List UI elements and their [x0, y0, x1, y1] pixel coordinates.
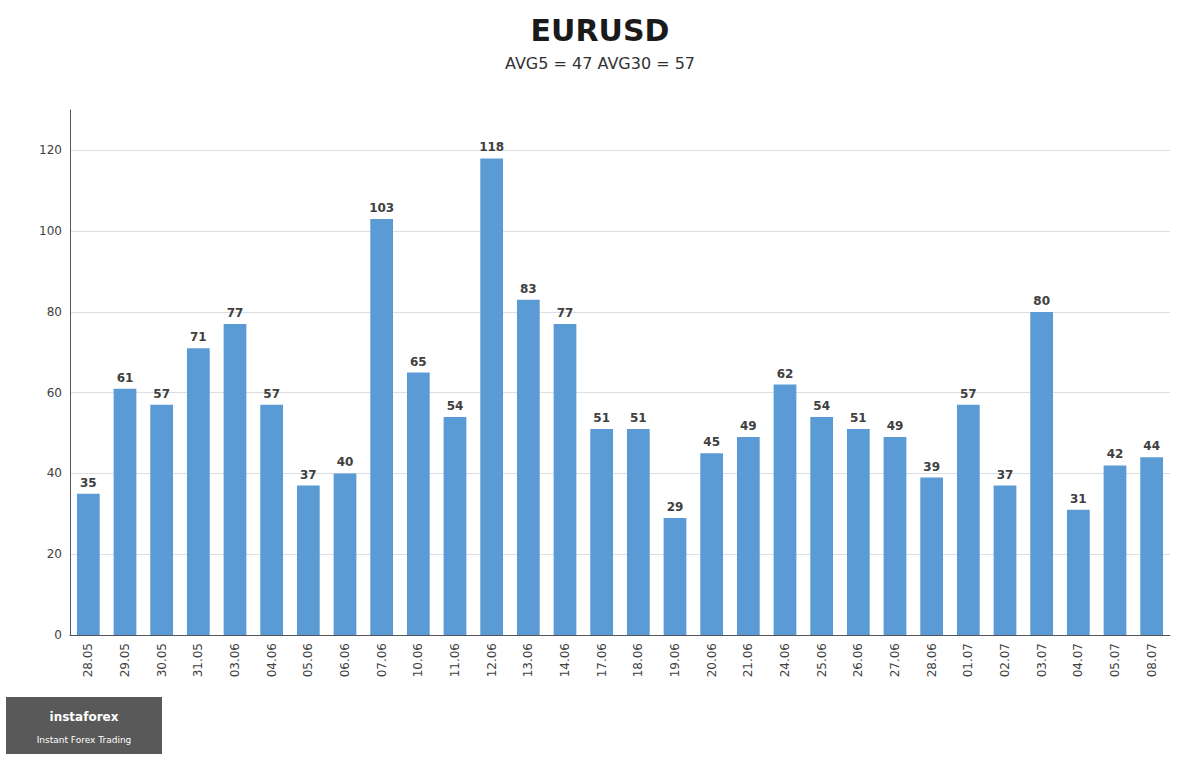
svg-text:83: 83: [520, 282, 537, 296]
svg-text:60: 60: [47, 386, 62, 400]
svg-text:49: 49: [740, 419, 757, 433]
svg-text:51: 51: [850, 411, 867, 425]
svg-text:10.06: 10.06: [411, 643, 425, 677]
svg-text:118: 118: [479, 140, 504, 154]
svg-text:57: 57: [263, 387, 280, 401]
svg-text:05.07: 05.07: [1108, 643, 1122, 677]
svg-text:30.05: 30.05: [155, 643, 169, 677]
svg-text:45: 45: [703, 435, 720, 449]
svg-text:31: 31: [1070, 492, 1087, 506]
svg-text:37: 37: [300, 468, 317, 482]
svg-text:0: 0: [54, 628, 62, 642]
svg-text:17.06: 17.06: [595, 643, 609, 677]
svg-text:29: 29: [667, 500, 684, 514]
svg-text:80: 80: [1033, 294, 1050, 308]
svg-text:37: 37: [997, 468, 1014, 482]
svg-text:71: 71: [190, 330, 207, 344]
svg-text:21.06: 21.06: [741, 643, 755, 677]
svg-text:25.06: 25.06: [815, 643, 829, 677]
svg-text:42: 42: [1107, 447, 1124, 461]
svg-text:57: 57: [960, 387, 977, 401]
svg-text:EURUSD: EURUSD: [531, 13, 670, 48]
svg-text:44: 44: [1143, 439, 1160, 453]
svg-text:28.05: 28.05: [81, 643, 95, 677]
svg-text:Instant Forex Trading: Instant Forex Trading: [37, 735, 132, 745]
svg-text:19.06: 19.06: [668, 643, 682, 677]
svg-text:07.06: 07.06: [375, 643, 389, 677]
svg-text:35: 35: [80, 476, 97, 490]
svg-text:05.06: 05.06: [301, 643, 315, 677]
svg-text:40: 40: [47, 466, 62, 480]
svg-text:instaforex: instaforex: [50, 710, 119, 724]
svg-text:100: 100: [39, 224, 62, 238]
svg-text:39: 39: [923, 460, 940, 474]
svg-text:61: 61: [117, 371, 134, 385]
svg-text:27.06: 27.06: [888, 643, 902, 677]
svg-text:06.06: 06.06: [338, 643, 352, 677]
svg-text:80: 80: [47, 305, 62, 319]
svg-text:62: 62: [777, 367, 794, 381]
svg-text:24.06: 24.06: [778, 643, 792, 677]
svg-text:18.06: 18.06: [631, 643, 645, 677]
svg-text:54: 54: [813, 399, 830, 413]
svg-text:04.06: 04.06: [265, 643, 279, 677]
svg-text:13.06: 13.06: [521, 643, 535, 677]
svg-text:12.06: 12.06: [485, 643, 499, 677]
svg-text:20: 20: [47, 547, 62, 561]
svg-text:28.06: 28.06: [925, 643, 939, 677]
svg-text:54: 54: [447, 399, 464, 413]
svg-text:26.06: 26.06: [851, 643, 865, 677]
svg-text:20.06: 20.06: [705, 643, 719, 677]
svg-text:AVG5 = 47 AVG30 = 57: AVG5 = 47 AVG30 = 57: [505, 54, 695, 73]
svg-text:31.05: 31.05: [191, 643, 205, 677]
svg-text:29.05: 29.05: [118, 643, 132, 677]
svg-text:65: 65: [410, 355, 427, 369]
svg-text:11.06: 11.06: [448, 643, 462, 677]
svg-text:03.06: 03.06: [228, 643, 242, 677]
svg-text:51: 51: [630, 411, 647, 425]
svg-text:08.07: 08.07: [1145, 643, 1159, 677]
svg-text:01.07: 01.07: [961, 643, 975, 677]
svg-text:03.07: 03.07: [1035, 643, 1049, 677]
svg-text:51: 51: [593, 411, 610, 425]
svg-text:103: 103: [369, 201, 394, 215]
svg-text:120: 120: [39, 143, 62, 157]
svg-text:77: 77: [227, 306, 244, 320]
svg-text:77: 77: [557, 306, 574, 320]
svg-text:49: 49: [887, 419, 904, 433]
svg-text:40: 40: [337, 455, 354, 469]
svg-text:14.06: 14.06: [558, 643, 572, 677]
svg-text:02.07: 02.07: [998, 643, 1012, 677]
svg-text:57: 57: [153, 387, 170, 401]
svg-text:04.07: 04.07: [1071, 643, 1085, 677]
